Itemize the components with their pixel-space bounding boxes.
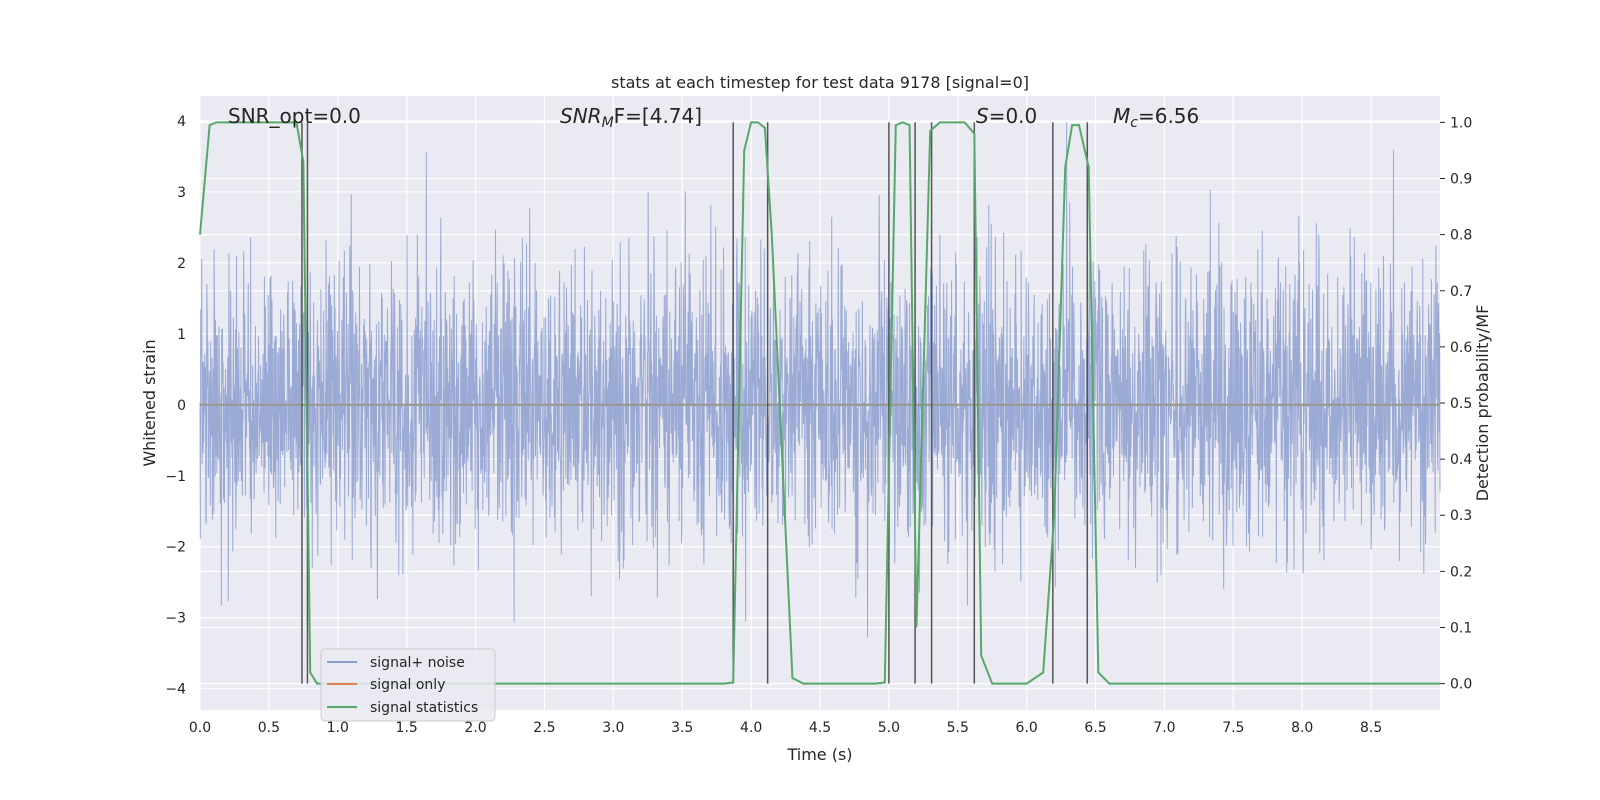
annotation-mc: Mc=6.56 xyxy=(1113,104,1199,131)
right-y-tick-label: 0.6 xyxy=(1450,340,1472,356)
legend-label-signal-only: signal only xyxy=(370,677,445,693)
x-tick-label: 0.5 xyxy=(258,720,280,736)
annotation-snr-mf: SNRMF=[4.74] xyxy=(560,104,702,131)
left-y-tick-label: −1 xyxy=(165,469,186,485)
x-tick-label: 4.0 xyxy=(740,720,762,736)
annotation-mc-symbol: M xyxy=(1113,104,1130,128)
left-y-tick-label: −2 xyxy=(165,540,186,556)
legend-box xyxy=(320,648,496,722)
left-y-tick-label: 1 xyxy=(177,327,186,343)
signal-statistics-series xyxy=(199,121,1440,685)
x-tick-label: 2.0 xyxy=(464,720,486,736)
x-tick-label: 6.5 xyxy=(1084,720,1106,736)
x-tick-label: 0.0 xyxy=(189,720,211,736)
x-tick-label: 7.0 xyxy=(1153,720,1175,736)
x-tick-label: 6.0 xyxy=(1016,720,1038,736)
annotation-s-symbol: S xyxy=(976,104,989,128)
signal-noise-line xyxy=(199,122,1441,638)
right-y-axis-label: Detection probability/MF xyxy=(1473,305,1492,502)
chart-title: stats at each timestep for test data 917… xyxy=(611,73,1029,92)
x-tick-label: 4.5 xyxy=(809,720,831,736)
x-tick-label: 2.5 xyxy=(533,720,555,736)
x-tick-label: 8.0 xyxy=(1291,720,1313,736)
x-tick-label: 7.5 xyxy=(1222,720,1244,736)
right-y-tick-label: 0.7 xyxy=(1450,284,1472,300)
left-y-tick-label: −3 xyxy=(165,611,186,627)
right-y-tick-label: 0.5 xyxy=(1450,396,1472,412)
left-y-tick-label: 0 xyxy=(177,398,186,414)
left-y-tick-label: 4 xyxy=(177,114,186,130)
x-axis-label: Time (s) xyxy=(786,745,852,764)
right-y-tick-label: 0.2 xyxy=(1450,564,1472,580)
right-y-tick-label: 0.1 xyxy=(1450,620,1472,636)
right-y-tick-label: 0.8 xyxy=(1450,228,1472,244)
x-tick-label: 3.0 xyxy=(602,720,624,736)
x-tick-label: 8.5 xyxy=(1360,720,1382,736)
left-y-axis-label: Whitened strain xyxy=(140,339,159,466)
annotation-s-value: =0.0 xyxy=(989,104,1038,128)
x-tick-label: 1.5 xyxy=(396,720,418,736)
x-tick-label: 1.0 xyxy=(327,720,349,736)
annotation-mc-value: =6.56 xyxy=(1138,104,1199,128)
x-axis-ticks: 0.0 0.5 1.0 1.5 2.0 2.5 3.0 3.5 4.0 4.5 5.0 5.5 6.0 6… xyxy=(189,720,1382,736)
right-y-tick-label: 0.3 xyxy=(1450,508,1472,524)
left-y-tick-label: −4 xyxy=(165,682,186,698)
annotation-snr-opt: SNR_opt=0.0 xyxy=(228,104,361,128)
right-y-tick-label: 0.4 xyxy=(1450,452,1472,468)
right-y-tick-label: 0.9 xyxy=(1450,172,1472,188)
x-tick-label: 5.5 xyxy=(947,720,969,736)
annotation-mc-subscript: c xyxy=(1130,115,1138,131)
legend-label-signal-noise: signal+ noise xyxy=(370,655,465,671)
left-y-tick-label: 2 xyxy=(177,256,186,272)
signal-noise-series xyxy=(199,122,1441,638)
right-y-tick-label: 0.0 xyxy=(1450,677,1472,693)
left-y-axis-ticks: 4 3 2 1 0 −1 −2 −3 −4 xyxy=(165,114,186,698)
annotation-snr-mf-symbol: SNR xyxy=(560,104,602,128)
annotation-s: S=0.0 xyxy=(976,104,1037,128)
right-y-axis-ticks: 1.0 0.9 0.8 0.7 0.6 0.5 0.4 0.3 0.2 0.1 0.0 xyxy=(1440,115,1472,693)
legend-label-signal-statistics: signal statistics xyxy=(370,700,478,716)
annotation-snr-mf-subscript: M xyxy=(602,115,614,131)
signal-statistics-line xyxy=(199,121,1440,685)
left-y-tick-label: 3 xyxy=(177,185,186,201)
legend: signal+ noise signal only signal statist… xyxy=(320,648,496,722)
x-tick-label: 3.5 xyxy=(671,720,693,736)
x-tick-label: 5.0 xyxy=(878,720,900,736)
right-y-tick-label: 1.0 xyxy=(1450,115,1472,131)
annotation-snr-mf-value: F=[4.74] xyxy=(614,104,702,128)
